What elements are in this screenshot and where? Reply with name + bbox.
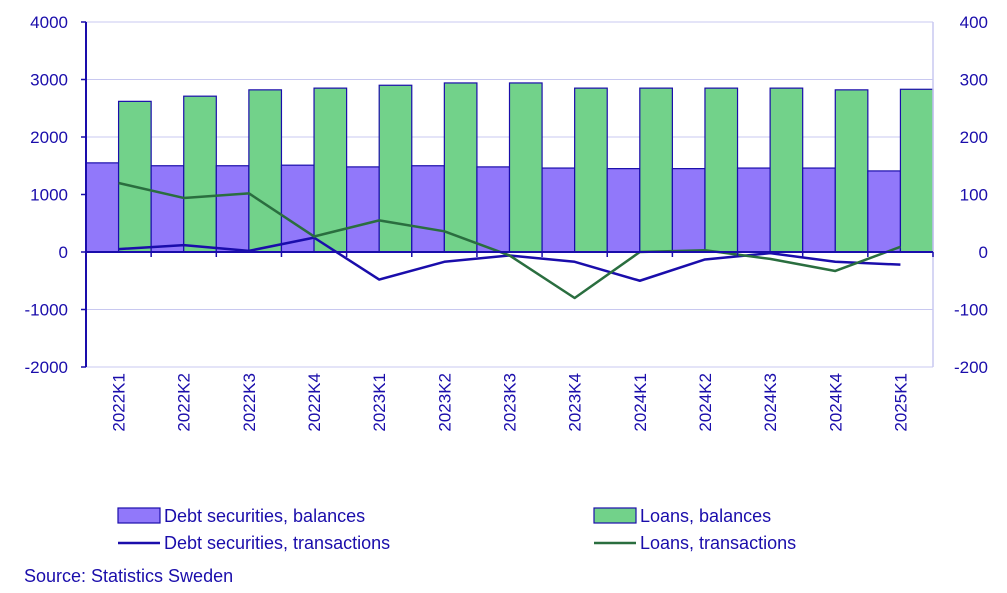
line-loans-transactions (118, 181, 901, 300)
bar-loans-balances (639, 87, 673, 253)
left-tick-label: -1000 (25, 301, 68, 320)
x-axis-ticks: 2022K1 2022K2 2022K3 2022K4 2023K1 2023K2 2023… (110, 373, 911, 432)
x-tick-label: 2023K2 (435, 373, 454, 432)
x-tick-label: 2024K2 (696, 373, 715, 432)
bar-debt-securities-balances (867, 170, 902, 253)
left-tick-label: 1000 (30, 186, 68, 205)
right-tick-label: 100 (960, 186, 988, 205)
x-tick-label: 2022K3 (240, 373, 259, 432)
x-tick-label: 2024K3 (761, 373, 780, 432)
bar-loans-balances (834, 89, 869, 253)
bar-debt-securities-balances (150, 165, 185, 253)
bar-loans-balances (378, 84, 413, 253)
left-tick-label: 3000 (30, 71, 68, 90)
left-tick-label: -2000 (25, 358, 68, 377)
bar-debt-securities-balances (85, 162, 120, 253)
legend-label: Loans, balances (640, 506, 771, 526)
x-tick-label: 2022K4 (305, 373, 324, 432)
series-lines (118, 181, 901, 300)
right-tick-label: 200 (960, 128, 988, 147)
legend-label: Debt securities, transactions (164, 533, 390, 553)
bar-debt-securities-balances (476, 166, 511, 253)
source-note: Source: Statistics Sweden (24, 566, 234, 586)
x-tick-label: 2024K1 (631, 373, 650, 432)
bar-loans-balances (248, 89, 283, 253)
bar-loans-balances (183, 95, 217, 253)
right-axis-ticks: -200 -100 0 100 200 300 400 (954, 13, 988, 377)
left-tick-label: 0 (59, 243, 68, 262)
bar-debt-securities-balances (346, 166, 380, 253)
bar-loans-balances (899, 88, 934, 253)
legend-label: Debt securities, balances (164, 506, 365, 526)
right-tick-label: -200 (954, 358, 988, 377)
bar-loans-balances (769, 87, 804, 253)
bar-loans-balances (508, 82, 543, 253)
bar-loans-balances (704, 87, 739, 253)
left-tick-label: 2000 (30, 128, 68, 147)
x-tick-label: 2023K4 (566, 373, 585, 432)
legend-swatch (593, 507, 637, 524)
bars (85, 82, 934, 253)
bar-loans-balances (117, 100, 152, 253)
bar-debt-securities-balances (215, 165, 250, 253)
bar-debt-securities-balances (541, 167, 576, 253)
x-tick-label: 2022K2 (175, 373, 194, 432)
right-tick-label: 300 (960, 71, 988, 90)
x-tick-label: 2023K1 (370, 373, 389, 432)
legend-swatch (117, 507, 161, 524)
left-tick-label: 4000 (30, 13, 68, 32)
bar-debt-securities-balances (411, 165, 445, 253)
x-tick-label: 2024K4 (826, 373, 845, 432)
x-tick-label: 2023K3 (501, 373, 520, 432)
x-tick-label: 2022K1 (110, 373, 129, 432)
bar-loans-balances (443, 82, 478, 253)
bar-loans-balances (574, 87, 608, 253)
left-axis-ticks: -2000 -1000 0 1000 2000 3000 4000 (25, 13, 68, 377)
bar-debt-securities-balances (802, 167, 836, 253)
bar-debt-securities-balances (671, 168, 706, 253)
right-tick-label: 400 (960, 13, 988, 32)
bar-debt-securities-balances (606, 168, 641, 253)
x-tick-label: 2025K1 (891, 373, 910, 432)
legend-label: Loans, transactions (640, 533, 796, 553)
legend: Debt securities, balances Loans, balances… (117, 506, 796, 553)
bar-debt-securities-balances (736, 167, 771, 253)
bar-loans-balances (313, 87, 348, 253)
right-tick-label: 0 (979, 243, 988, 262)
right-tick-label: -100 (954, 301, 988, 320)
axes (81, 21, 934, 368)
